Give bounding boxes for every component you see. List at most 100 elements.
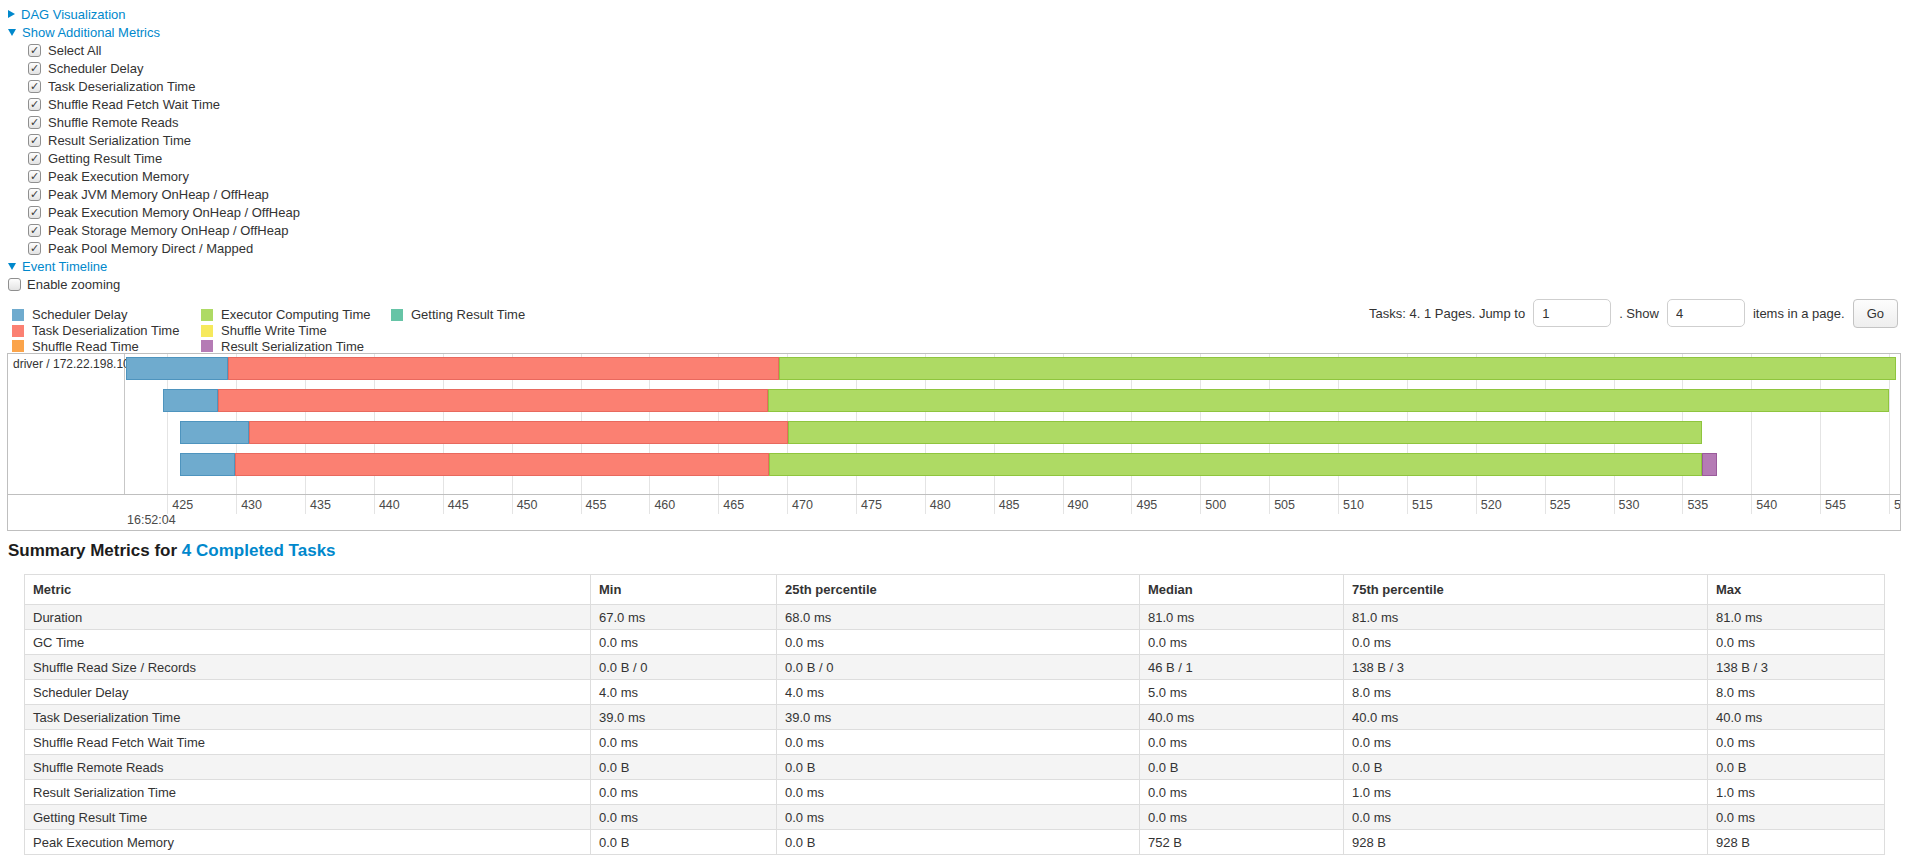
metric-checkbox-label: Peak JVM Memory OnHeap / OffHeap [48,187,269,202]
metric-name-cell: GC Time [25,630,591,655]
metric-value-cell: 0.0 B / 0 [777,655,1140,680]
task-bar-segment-scheduler-delay[interactable] [126,357,228,380]
axis-gridline [1200,495,1201,514]
completed-tasks-link[interactable]: 4 Completed Tasks [182,541,336,560]
go-button[interactable]: Go [1853,299,1898,328]
table-header-cell: Median [1140,575,1344,605]
show-additional-metrics-toggle[interactable]: Show Additional Metrics [8,23,300,41]
metric-checkbox[interactable] [28,62,41,75]
metric-checkbox-label: Task Deserialization Time [48,79,195,94]
metric-checkbox[interactable] [28,134,41,147]
legend-item: Executor Computing Time [201,307,391,323]
task-bar-segment-task-deserialization[interactable] [228,357,779,380]
metric-value-cell: 0.0 ms [777,630,1140,655]
metric-name-cell: Shuffle Read Fetch Wait Time [25,730,591,755]
metric-checkbox-label: Peak Storage Memory OnHeap / OffHeap [48,223,288,238]
items-per-page-input[interactable] [1667,299,1745,327]
axis-tick-label: 475 [861,498,882,512]
metric-value-cell: 0.0 ms [591,730,777,755]
task-pagination-controls: Tasks: 4. 1 Pages. Jump to . Show items … [1369,296,1898,330]
metric-checkbox[interactable] [28,224,41,237]
task-bar-segment-scheduler-delay[interactable] [163,389,218,412]
metric-checkbox[interactable] [28,206,41,219]
legend-label: Scheduler Delay [32,307,127,322]
axis-tick-label: 450 [517,498,538,512]
table-row: Task Deserialization Time39.0 ms39.0 ms4… [25,705,1885,730]
metric-checkbox[interactable] [28,188,41,201]
task-bar-segment-executor-computing[interactable] [769,453,1701,476]
metric-checkbox[interactable] [28,80,41,93]
show-additional-metrics-label: Show Additional Metrics [22,25,160,40]
axis-tick-label: 535 [1687,498,1708,512]
table-row: Getting Result Time0.0 ms0.0 ms0.0 ms0.0… [25,805,1885,830]
legend-item: Task Deserialization Time [12,323,201,339]
task-bar-segment-executor-computing[interactable] [788,421,1701,444]
metric-value-cell: 0.0 ms [1344,630,1708,655]
expanded-arrow-icon [8,29,16,36]
table-header-cell: Max [1708,575,1885,605]
show-text: . Show [1619,306,1659,321]
metric-value-cell: 0.0 ms [1140,780,1344,805]
metric-value-cell: 67.0 ms [591,605,777,630]
jump-to-page-input[interactable] [1533,299,1611,327]
metric-value-cell: 8.0 ms [1708,680,1885,705]
axis-gridline [787,495,788,514]
legend-label: Shuffle Write Time [221,323,327,338]
task-bar-segment-task-deserialization[interactable] [218,389,768,412]
metric-value-cell: 0.0 ms [777,730,1140,755]
metric-checkbox[interactable] [28,242,41,255]
axis-tick-label: 470 [792,498,813,512]
task-bar-segment-task-deserialization[interactable] [235,453,769,476]
axis-gridline [925,495,926,514]
task-bar-segment-scheduler-delay[interactable] [180,421,249,444]
table-header-cell: 25th percentile [777,575,1140,605]
axis-gridline [856,495,857,514]
dag-visualization-toggle[interactable]: DAG Visualization [8,5,300,23]
metric-checkbox-row: Peak JVM Memory OnHeap / OffHeap [28,185,300,203]
metric-value-cell: 39.0 ms [591,705,777,730]
metric-value-cell: 40.0 ms [1140,705,1344,730]
legend-label: Shuffle Read Time [32,339,139,354]
metric-checkbox-label: Shuffle Remote Reads [48,115,179,130]
table-header-cell: Metric [25,575,591,605]
expanded-arrow-icon [8,263,16,270]
metric-value-cell: 81.0 ms [1140,605,1344,630]
metric-checkbox[interactable] [28,152,41,165]
metric-checkbox[interactable] [28,116,41,129]
legend-label: Result Serialization Time [221,339,364,354]
event-timeline-toggle[interactable]: Event Timeline [8,257,300,275]
metric-checkbox[interactable] [28,170,41,183]
metric-checkbox-row: Scheduler Delay [28,59,300,77]
axis-gridline [167,495,168,514]
metric-value-cell: 46 B / 1 [1140,655,1344,680]
task-bar-segment-scheduler-delay[interactable] [180,453,235,476]
metric-value-cell: 928 B [1708,830,1885,855]
metric-checkbox[interactable] [28,98,41,111]
stage-page-controls: DAG Visualization Show Additional Metric… [8,5,300,293]
metric-value-cell: 0.0 B [1708,755,1885,780]
additional-metrics-checkbox-list: Select AllScheduler DelayTask Deserializ… [8,41,300,257]
summary-metrics-heading: Summary Metrics for 4 Completed Tasks [8,541,336,561]
metric-value-cell: 39.0 ms [777,705,1140,730]
task-bar-segment-task-deserialization[interactable] [249,421,789,444]
axis-gridline [1476,495,1477,514]
metric-value-cell: 0.0 B [591,755,777,780]
axis-gridline [581,495,582,514]
enable-zooming-checkbox[interactable] [8,278,21,291]
axis-gridline [236,495,237,514]
table-row: Shuffle Read Size / Records0.0 B / 00.0 … [25,655,1885,680]
metric-name-cell: Shuffle Read Size / Records [25,655,591,680]
metric-checkbox[interactable] [28,44,41,57]
metric-checkbox-label: Peak Execution Memory [48,169,189,184]
task-bar-segment-result-serialization[interactable] [1702,453,1717,476]
axis-gridline [1269,495,1270,514]
task-bar-segment-executor-computing[interactable] [768,389,1889,412]
axis-gridline [305,495,306,514]
metric-checkbox-row: Result Serialization Time [28,131,300,149]
summary-title-text: Summary Metrics for [8,541,177,560]
metric-value-cell: 928 B [1344,830,1708,855]
axis-tick-label: 520 [1481,498,1502,512]
metric-checkbox-row: Peak Pool Memory Direct / Mapped [28,239,300,257]
task-bar-segment-executor-computing[interactable] [779,357,1896,380]
metric-value-cell: 0.0 ms [777,780,1140,805]
